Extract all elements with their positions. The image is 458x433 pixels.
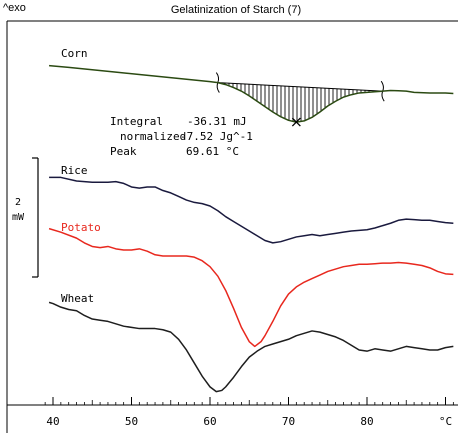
series-label-corn: Corn — [61, 47, 88, 60]
x-tick-label-70: 70 — [282, 415, 295, 428]
series-label-rice: Rice — [61, 164, 88, 177]
x-tick-label-50: 50 — [125, 415, 138, 428]
normalized-label: normalized — [120, 130, 186, 143]
integration-hatch — [217, 82, 383, 123]
x-axis-ticks: 40 50 60 70 80 °C — [44, 397, 454, 428]
series-label-potato: Potato — [61, 221, 101, 234]
series-line-potato — [48, 227, 454, 348]
x-tick-label-40: 40 — [46, 415, 59, 428]
chart-title: Gelatinization of Starch (7) — [171, 4, 301, 16]
plot-area: Corn Rice Potato Wheat — [48, 47, 454, 393]
integral-label: Integral — [110, 115, 163, 128]
y-direction-label: ^exo — [3, 2, 26, 14]
peak-marker — [291, 117, 301, 127]
peak-label: Peak — [110, 145, 137, 158]
scale-bar-value: 2 — [15, 197, 21, 208]
integration-baseline — [217, 82, 383, 92]
series-line-rice — [49, 176, 454, 244]
x-tick-label-60: 60 — [203, 415, 216, 428]
series-label-wheat: Wheat — [61, 292, 94, 305]
integral-value: -36.31 mJ — [187, 115, 247, 128]
normalized-value: -7.52 Jg^-1 — [180, 130, 253, 143]
x-tick-label--c: °C — [439, 415, 452, 428]
series-line-wheat — [48, 301, 454, 393]
integration-annotation: Integral -36.31 mJ normalized -7.52 Jg^-… — [110, 115, 253, 158]
scale-bar: 2 mW — [12, 157, 39, 278]
peak-value: 69.61 °C — [186, 145, 239, 158]
x-tick-label-80: 80 — [360, 415, 373, 428]
scale-bar-unit: mW — [12, 212, 25, 223]
